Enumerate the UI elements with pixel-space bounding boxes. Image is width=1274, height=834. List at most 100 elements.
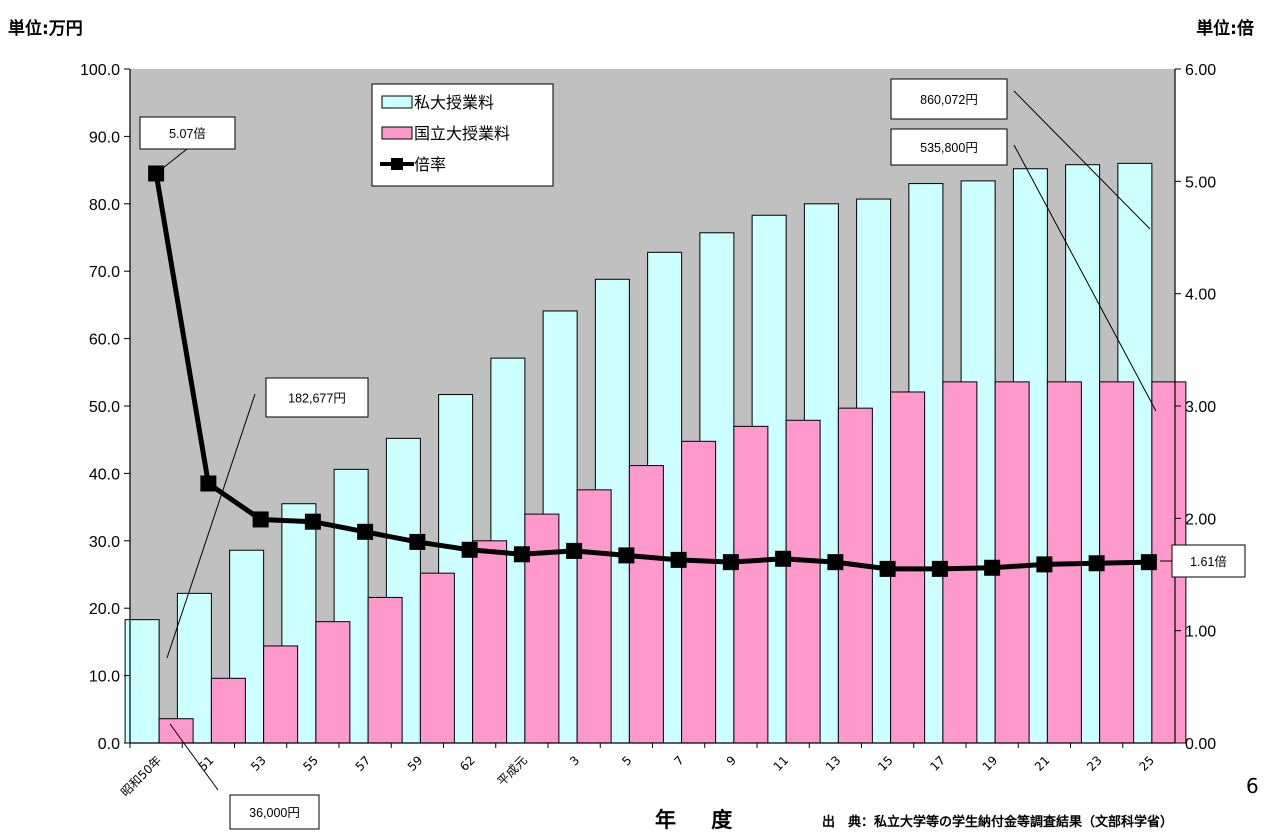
national-tuition-bar [576,489,612,744]
right-tick-label: 4.00 [1185,287,1216,304]
x-tick-label: 9 [724,753,739,768]
ratio-point [984,559,1001,576]
ratio-point [1036,556,1053,573]
national-tuition-bar [419,572,455,744]
ratio-point [513,546,530,563]
callout-box [229,794,320,830]
callout-leader [1013,90,1151,230]
x-tick-label: 59 [405,753,426,774]
national-tuition-bar [367,596,403,744]
callout-leader [1013,144,1157,412]
right-tick-label: 6.00 [1185,62,1216,79]
callout-label: 5.07倍 [169,126,206,141]
x-tick-label: 7 [671,753,686,768]
callout-leader [169,723,219,791]
x-tick-label: 57 [353,753,374,774]
ratio-point [461,541,478,558]
ratio-point [357,523,374,540]
right-tick-label: 1.00 [1185,624,1216,641]
x-tick-label: 25 [1136,753,1157,774]
x-tick-label: 平成元 [495,753,530,788]
legend-label: 倍率 [414,155,446,174]
x-tick-label: 15 [875,753,896,774]
left-tick-label: 60.0 [89,332,120,349]
private-tuition-bar [124,619,160,744]
callout-leader [166,393,256,659]
ratio-point [566,542,583,559]
callout-label: 36,000円 [249,806,300,820]
x-tick-label: 53 [248,753,269,774]
national-tuition-bar [837,407,873,744]
legend-marker [391,158,403,170]
x-tick-label: 5 [619,753,634,768]
left-tick-label: 40.0 [89,466,120,483]
national-tuition-bar [628,465,664,744]
left-tick-label: 20.0 [89,601,120,618]
ratio-point [409,533,426,550]
callout-label: 182,677円 [288,392,346,406]
right-tick-label: 5.00 [1185,174,1216,191]
source-note: 出 典：私立大学等の学生納付金等調査結果（文部科学省） [822,815,1174,830]
x-axis-title: 年 度 [655,808,747,832]
left-axis-unit-label: 単位:万円 [8,19,83,39]
national-tuition-bar [210,677,246,744]
national-tuition-bar [524,513,560,744]
left-tick-label: 90.0 [89,129,120,146]
x-tick-label: 19 [980,753,1001,774]
ratio-point [931,560,948,577]
ratio-point [827,554,844,571]
legend-label: 私大授業料 [414,93,494,112]
callout-label: 860,072円 [920,93,978,107]
page-number: 6 [1246,774,1259,798]
left-tick-label: 70.0 [89,264,120,281]
callout-leader [162,148,188,169]
national-tuition-bar [681,440,717,744]
ratio-point [252,511,269,528]
callout-box [890,128,1008,166]
right-tick-label: 3.00 [1185,399,1216,416]
ratio-point [670,551,687,568]
national-tuition-bar [942,381,978,744]
ratio-point [618,547,635,564]
x-tick-label: 62 [457,753,478,774]
left-tick-label: 80.0 [89,197,120,214]
ratio-point [1088,555,1105,572]
x-tick-label: 11 [771,753,792,774]
x-tick-label: 21 [1032,753,1053,774]
x-tick-label: 55 [300,753,321,774]
left-tick-label: 30.0 [89,534,120,551]
ratio-point [148,165,165,182]
left-tick-label: 100.0 [80,62,120,79]
ratio-point [200,475,217,492]
national-tuition-bar [785,419,821,744]
national-tuition-bar [158,718,194,744]
national-tuition-bar [733,425,769,744]
legend-label: 国立大授業料 [414,124,510,143]
callout-label: 535,800円 [920,141,978,155]
x-tick-label: 13 [823,753,844,774]
ratio-point [1140,554,1157,571]
left-tick-label: 50.0 [89,399,120,416]
national-tuition-bar [315,621,351,744]
callout-label: 1.61倍 [1190,554,1227,569]
x-tick-label: 17 [927,753,948,774]
national-tuition-bar [994,381,1030,744]
x-tick-label: 23 [1084,753,1105,774]
right-tick-label: 2.00 [1185,511,1216,528]
left-tick-label: 10.0 [89,669,120,686]
private-tuition-bar [176,592,212,744]
callout-box [1171,544,1246,578]
ratio-line [153,173,1149,572]
national-tuition-bar [472,540,508,744]
national-tuition-bar [263,645,299,744]
callout-box [139,116,236,150]
ratio-point [879,560,896,577]
legend-swatch [381,126,413,140]
ratio-point [304,513,321,530]
x-tick-label: 3 [567,753,582,768]
ratio-point [775,550,792,567]
callout-box [265,377,369,418]
ratio-point [722,554,739,571]
callout-box [890,78,1008,120]
x-tick-label: 昭和50年 [118,753,164,799]
